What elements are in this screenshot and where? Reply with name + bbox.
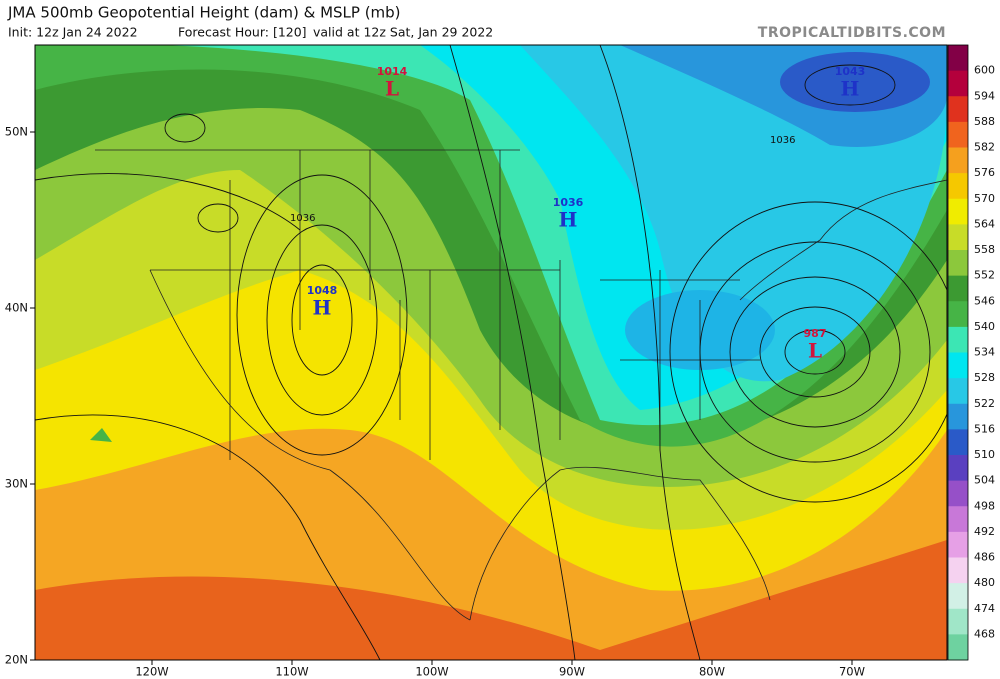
pressure-letter: L — [808, 339, 822, 363]
pressure-contours — [35, 45, 947, 660]
state-borders — [95, 149, 947, 621]
colorbar-label: 546 — [974, 294, 995, 307]
colorbar-band — [948, 121, 968, 148]
map-frame — [34, 44, 948, 661]
map-title: JMA 500mb Geopotential Height (dam) & MS… — [7, 4, 401, 22]
colorbar-band — [948, 147, 968, 174]
colorbar-band — [948, 455, 968, 482]
colorbar-band — [948, 378, 968, 405]
colorbar-label: 534 — [974, 346, 995, 359]
colorbar-band — [948, 557, 968, 584]
colorbar-band — [948, 403, 968, 430]
longitude-label: 70W — [839, 665, 865, 679]
colorbar-label: 498 — [974, 499, 995, 512]
colorbar-label: 576 — [974, 166, 995, 179]
colorbar-label: 582 — [974, 141, 995, 154]
colorbar-band — [948, 480, 968, 507]
colorbar-label: 486 — [974, 551, 995, 564]
longitude-label: 90W — [559, 665, 585, 679]
colorbar-label: 594 — [974, 89, 995, 102]
pressure-value: 1048 — [307, 284, 338, 297]
pressure-letter: H — [559, 208, 578, 232]
colorbar-band — [948, 45, 968, 72]
colorbar-band — [948, 275, 968, 302]
longitude-label: 80W — [699, 665, 725, 679]
colorbar-label: 558 — [974, 243, 995, 256]
colorbar-label: 570 — [974, 192, 995, 205]
latitude-label: 50N — [5, 125, 28, 139]
colorbar-band — [948, 608, 968, 635]
pressure-value: 1036 — [553, 196, 584, 209]
pressure-letter: H — [841, 77, 860, 101]
colorbar-band — [948, 224, 968, 251]
latitude-label: 30N — [5, 477, 28, 491]
longitude-label: 100W — [415, 665, 448, 679]
map-field — [35, 45, 947, 660]
colorbar-band — [948, 198, 968, 225]
colorbar-band — [948, 301, 968, 328]
colorbar-band — [948, 634, 968, 661]
colorbar-label: 504 — [974, 474, 995, 487]
colorbar-band — [948, 352, 968, 379]
colorbar-label: 588 — [974, 115, 995, 128]
longitude-label: 120W — [135, 665, 168, 679]
colorbar-label: 600 — [974, 64, 995, 77]
colorbar-label: 480 — [974, 576, 995, 589]
colorbar-label: 564 — [974, 217, 995, 230]
colorbar-label: 516 — [974, 422, 995, 435]
contour-label: 1036 — [770, 135, 795, 146]
init-time: Init: 12z Jan 24 2022 — [8, 25, 138, 40]
colorbar-band — [948, 583, 968, 610]
colorbar-band — [948, 96, 968, 123]
latitude-label: 20N — [5, 653, 28, 667]
colorbar-label: 552 — [974, 269, 995, 282]
colorbar-label: 528 — [974, 371, 995, 384]
colorbar-band — [948, 531, 968, 558]
pressure-letter: H — [313, 296, 332, 320]
pressure-value: 987 — [804, 327, 827, 340]
longitude-label: 110W — [275, 665, 308, 679]
colorbar-label: 522 — [974, 397, 995, 410]
forecast-hour: Forecast Hour: [120] — [178, 25, 307, 40]
colorbar-frame — [947, 44, 969, 661]
contour-label: 1036 — [290, 213, 315, 224]
colorbar-band — [948, 429, 968, 456]
colorbar-band — [948, 506, 968, 533]
site-name: TROPICALTIDBITS.COM — [758, 25, 946, 41]
colorbar-label: 468 — [974, 627, 995, 640]
colorbar-label: 540 — [974, 320, 995, 333]
colorbar-band — [948, 70, 968, 97]
colorbar-band — [948, 326, 968, 353]
colorbar-label: 474 — [974, 602, 995, 615]
colorbar-label: 510 — [974, 448, 995, 461]
latitude-label: 40N — [5, 301, 28, 315]
pressure-value: 1043 — [835, 65, 866, 78]
colorbar-band — [948, 173, 968, 200]
pressure-letter: L — [385, 77, 399, 101]
colorbar-label: 492 — [974, 525, 995, 538]
colorbar-band — [948, 250, 968, 277]
pressure-value: 1014 — [377, 65, 408, 78]
valid-time: valid at 12z Sat, Jan 29 2022 — [313, 25, 493, 40]
